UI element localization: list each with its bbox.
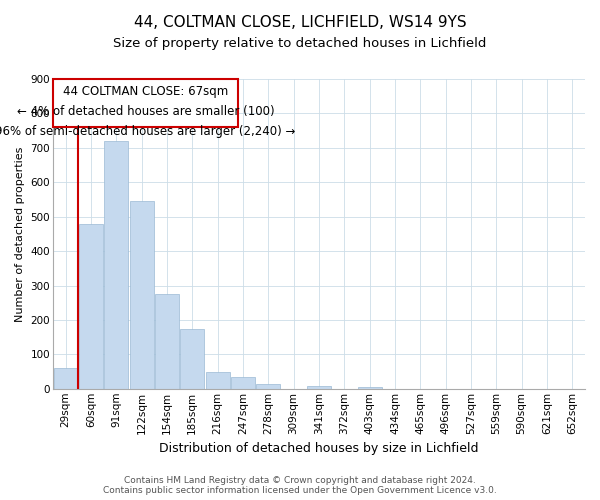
Text: 44, COLTMAN CLOSE, LICHFIELD, WS14 9YS: 44, COLTMAN CLOSE, LICHFIELD, WS14 9YS xyxy=(134,15,466,30)
Bar xyxy=(130,201,154,389)
Bar xyxy=(307,386,331,389)
Bar xyxy=(206,372,230,389)
Text: 44 COLTMAN CLOSE: 67sqm: 44 COLTMAN CLOSE: 67sqm xyxy=(63,85,229,98)
Bar xyxy=(358,387,382,389)
Text: ← 4% of detached houses are smaller (100): ← 4% of detached houses are smaller (100… xyxy=(17,106,274,118)
Text: 96% of semi-detached houses are larger (2,240) →: 96% of semi-detached houses are larger (… xyxy=(0,126,296,138)
Text: Size of property relative to detached houses in Lichfield: Size of property relative to detached ho… xyxy=(113,38,487,51)
Bar xyxy=(180,328,205,389)
FancyBboxPatch shape xyxy=(53,79,238,127)
Text: Contains HM Land Registry data © Crown copyright and database right 2024.: Contains HM Land Registry data © Crown c… xyxy=(124,476,476,485)
Y-axis label: Number of detached properties: Number of detached properties xyxy=(15,146,25,322)
Text: Contains public sector information licensed under the Open Government Licence v3: Contains public sector information licen… xyxy=(103,486,497,495)
Bar xyxy=(231,376,255,389)
Bar xyxy=(256,384,280,389)
X-axis label: Distribution of detached houses by size in Lichfield: Distribution of detached houses by size … xyxy=(159,442,479,455)
Bar xyxy=(53,368,77,389)
Bar xyxy=(79,224,103,389)
Bar xyxy=(104,141,128,389)
Bar xyxy=(155,294,179,389)
